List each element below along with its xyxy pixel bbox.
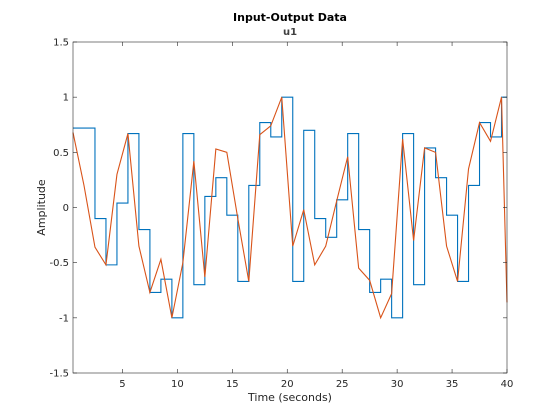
chart-title: Input-Output Data: [233, 11, 347, 24]
x-tick-label: 20: [281, 379, 294, 390]
y-tick-label: 0: [63, 203, 69, 214]
x-tick-label: 15: [226, 379, 239, 390]
x-tick-label: 5: [119, 379, 125, 390]
y-axis-label: Amplitude: [35, 179, 48, 236]
x-tick-label: 25: [336, 379, 349, 390]
y-tick-label: -0.5: [49, 258, 69, 269]
series-layer: [72, 96, 508, 320]
x-tick-label: 40: [501, 379, 514, 390]
y-tick-label: 0.5: [53, 148, 69, 159]
x-tick-label: 30: [391, 379, 404, 390]
y-tick-label: 1.5: [53, 38, 69, 49]
y-tick-label: 1: [63, 93, 69, 104]
x-tick-label: 35: [446, 379, 459, 390]
series-line-2: [72, 96, 508, 320]
x-tick-label: 10: [171, 379, 184, 390]
y-axis-ticks: -1.5 -1 -0.5 0 0.5 1 1.5: [49, 38, 507, 380]
y-tick-label: -1.5: [49, 369, 69, 380]
x-axis-ticks: 5 10 15 20 25 30 35 40: [119, 42, 513, 390]
x-axis-label: Time (seconds): [247, 391, 332, 404]
y-tick-label: -1: [59, 313, 69, 324]
chart-subtitle: u1: [283, 27, 297, 38]
